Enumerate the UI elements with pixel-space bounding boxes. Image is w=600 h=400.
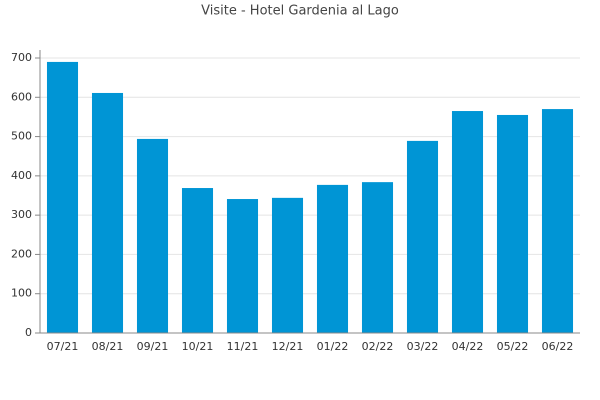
x-tick-label: 04/22 <box>452 340 484 353</box>
bar <box>181 188 214 333</box>
x-tick-label: 10/21 <box>182 340 214 353</box>
bar <box>91 92 124 333</box>
bar <box>406 140 439 333</box>
y-tick-label: 200 <box>11 247 32 260</box>
x-tick-label: 09/21 <box>137 340 169 353</box>
x-tick-label: 08/21 <box>92 340 124 353</box>
bar <box>541 109 574 333</box>
x-tick-label: 07/21 <box>47 340 79 353</box>
bar <box>496 114 529 333</box>
bar <box>136 138 169 333</box>
bar <box>46 61 79 334</box>
bar <box>451 111 484 334</box>
x-tick-label: 02/22 <box>362 340 394 353</box>
x-tick-label: 11/21 <box>227 340 259 353</box>
bar <box>316 184 349 333</box>
y-tick-label: 500 <box>11 130 32 143</box>
bar <box>271 197 304 333</box>
y-tick-label: 0 <box>25 326 32 339</box>
y-tick-label: 300 <box>11 208 32 221</box>
x-tick-label: 06/22 <box>542 340 574 353</box>
bar <box>361 182 394 333</box>
y-tick-label: 700 <box>11 51 32 64</box>
bar <box>226 199 259 333</box>
y-tick-label: 400 <box>11 169 32 182</box>
x-tick-label: 05/22 <box>497 340 529 353</box>
y-tick-label: 600 <box>11 90 32 103</box>
y-tick-label: 100 <box>11 287 32 300</box>
chart-title: Visite - Hotel Gardenia al Lago <box>201 4 399 19</box>
x-tick-label: 01/22 <box>317 340 349 353</box>
x-tick-label: 03/22 <box>407 340 439 353</box>
x-tick-label: 12/21 <box>272 340 304 353</box>
